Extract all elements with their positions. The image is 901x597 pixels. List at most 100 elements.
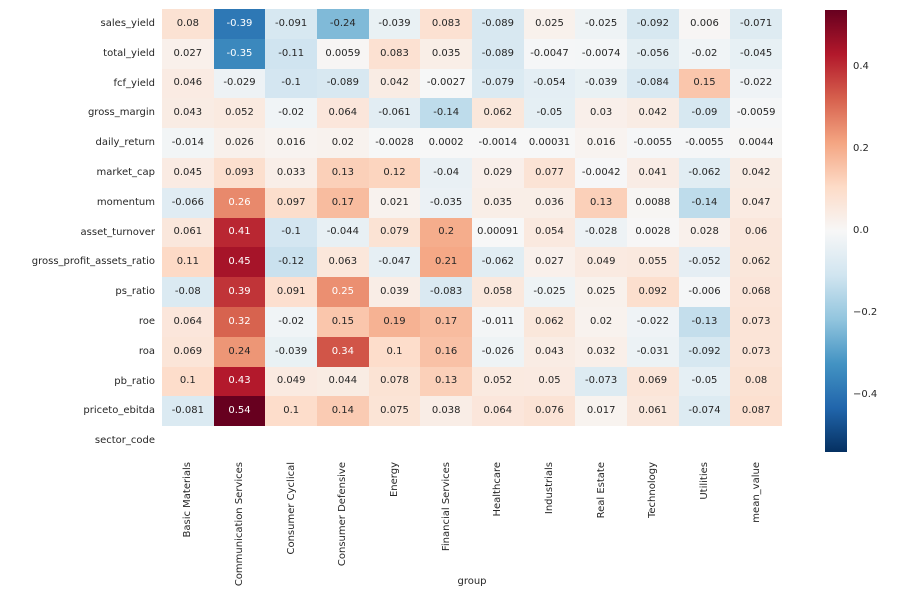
heatmap-cell: 0.083: [368, 38, 421, 69]
heatmap-cell: 0.0088: [627, 187, 679, 218]
heatmap-cell: 0.054: [523, 217, 576, 248]
heatmap-cell: 0.044: [317, 366, 369, 397]
colorbar-tick-label: −0.2: [853, 306, 878, 318]
heatmap-cell: -0.039: [575, 68, 627, 99]
heatmap-cell: -0.045: [730, 38, 782, 69]
heatmap-cell: 0.042: [730, 157, 782, 188]
colorbar-tick-label: 0.0: [853, 225, 869, 236]
heatmap-cell: [368, 426, 421, 456]
heatmap-cell: -0.022: [730, 68, 782, 99]
heatmap-cell: 0.064: [472, 396, 524, 427]
heatmap-cell: -0.1: [265, 68, 317, 99]
heatmap-cell: [575, 426, 627, 456]
heatmap-cell: -0.11: [265, 38, 317, 69]
heatmap-cell: -0.052: [678, 247, 731, 278]
x-tick-label: mean_value: [750, 462, 762, 523]
heatmap-cell: -0.039: [368, 9, 421, 39]
heatmap-cell: 0.0059: [317, 38, 369, 69]
heatmap-cell: 0.12: [368, 157, 421, 188]
heatmap-cell: 0.062: [730, 247, 782, 278]
heatmap-cell: 0.02: [575, 306, 627, 337]
heatmap-cell: 0.45: [213, 247, 266, 278]
heatmap-cell: 0.036: [523, 187, 576, 218]
heatmap-cell: -0.0042: [575, 157, 627, 188]
heatmap-cell: -0.0047: [523, 38, 576, 69]
heatmap-cell: 0.028: [678, 217, 731, 248]
heatmap-cell: -0.05: [678, 366, 731, 397]
heatmap-cell: -0.0074: [575, 38, 627, 69]
heatmap-cell: 0.19: [368, 306, 421, 337]
heatmap-cell: -0.24: [317, 9, 369, 39]
heatmap-cell: 0.063: [317, 247, 369, 278]
heatmap-cell: 0.069: [627, 366, 679, 397]
heatmap-cell: 0.026: [213, 128, 266, 158]
y-tick-label: pb_ratio: [114, 375, 155, 387]
heatmap-cell: 0.075: [368, 396, 421, 427]
heatmap-cell: 0.042: [368, 68, 421, 99]
heatmap-cell: 0.092: [627, 277, 679, 307]
heatmap-cell: 0.061: [162, 217, 214, 248]
heatmap-cell: [420, 426, 472, 456]
heatmap-cell: 0.049: [575, 247, 627, 278]
heatmap-cell: 0.13: [317, 157, 369, 188]
heatmap-cell: 0.21: [420, 247, 472, 278]
heatmap-cell: [317, 426, 369, 456]
colorbar: [825, 10, 847, 452]
y-tick-label: total_yield: [103, 47, 155, 59]
heatmap-cell: -0.14: [678, 187, 731, 218]
heatmap-cell: -0.025: [523, 277, 576, 307]
heatmap-cell: [678, 426, 731, 456]
y-tick-label: sector_code: [94, 435, 155, 447]
heatmap-cell: -0.026: [472, 336, 524, 367]
heatmap-cell: 0.062: [523, 306, 576, 337]
heatmap-cell: 0.2: [420, 217, 472, 248]
heatmap-cell: 0.41: [213, 217, 266, 248]
heatmap-cell: 0.08: [162, 9, 214, 39]
heatmap-cell: 0.047: [730, 187, 782, 218]
colorbar-tick-label: 0.4: [853, 61, 869, 73]
heatmap-cell: 0.035: [472, 187, 524, 218]
heatmap-cell: 0.068: [730, 277, 782, 307]
heatmap-cell: 0.027: [523, 247, 576, 278]
heatmap-cell: 0.055: [627, 247, 679, 278]
heatmap-cell: -0.084: [627, 68, 679, 99]
heatmap-cell: -0.074: [678, 396, 731, 427]
heatmap-cell: -0.0055: [627, 128, 679, 158]
heatmap-cell: -0.066: [162, 187, 214, 218]
heatmap-cell: 0.00031: [523, 128, 576, 158]
heatmap-cell: 0.02: [317, 128, 369, 158]
heatmap-cell: 0.17: [420, 306, 472, 337]
heatmap-cell: 0.006: [678, 9, 731, 39]
heatmap-cell: -0.02: [265, 306, 317, 337]
heatmap-cell: -0.062: [678, 157, 731, 188]
x-tick-label: Financial Services: [440, 462, 452, 552]
heatmap-cell: [162, 426, 214, 456]
heatmap-cell: 0.39: [213, 277, 266, 307]
x-tick-label: Industrials: [544, 462, 555, 515]
heatmap-cell: 0.041: [627, 157, 679, 188]
heatmap-cell: [213, 426, 266, 456]
heatmap-cell: 0.073: [730, 306, 782, 337]
heatmap-cell: 0.045: [162, 157, 214, 188]
heatmap-cell: 0.064: [317, 98, 369, 129]
y-tick-label: ps_ratio: [115, 286, 155, 298]
heatmap-cell: 0.097: [265, 187, 317, 218]
y-tick-label: roe: [138, 316, 155, 327]
heatmap-cell: -0.031: [627, 336, 679, 367]
heatmap-cell: -0.006: [678, 277, 731, 307]
heatmap-cell: 0.087: [730, 396, 782, 427]
heatmap-cell: 0.05: [523, 366, 576, 397]
heatmap-cell: 0.0028: [627, 217, 679, 248]
heatmap-cell: 0.11: [162, 247, 214, 278]
heatmap-cell: -0.04: [420, 157, 472, 188]
heatmap-cell: -0.081: [162, 396, 214, 427]
heatmap-cell: -0.092: [678, 336, 731, 367]
heatmap-cell: 0.077: [523, 157, 576, 188]
heatmap-cell: 0.1: [368, 336, 421, 367]
heatmap-cell: -0.089: [317, 68, 369, 99]
heatmap-cell: 0.15: [317, 306, 369, 337]
heatmap-cell: -0.14: [420, 98, 472, 129]
heatmap-cell: -0.091: [265, 9, 317, 39]
heatmap-cell: 0.0002: [420, 128, 472, 158]
heatmap-cell: 0.052: [472, 366, 524, 397]
